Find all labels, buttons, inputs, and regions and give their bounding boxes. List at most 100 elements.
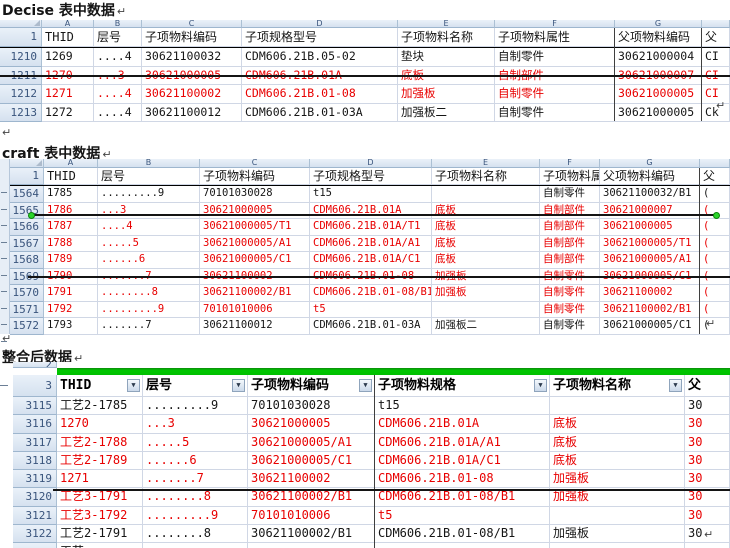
cell[interactable]: 30621000005/T1 — [200, 219, 310, 236]
line-handle-icon[interactable] — [713, 212, 720, 219]
column-letter[interactable]: G — [600, 159, 700, 168]
cell[interactable] — [143, 543, 248, 548]
cell[interactable]: 底板 — [550, 433, 685, 452]
column-header[interactable]: 父项物料编码 — [600, 168, 700, 185]
column-header[interactable]: 子项物料编码 — [142, 28, 242, 47]
row-number[interactable]: 1566 — [10, 219, 44, 236]
cell[interactable]: 底板 — [550, 451, 685, 471]
column-letter[interactable]: D — [310, 159, 432, 168]
column-letter[interactable]: B — [98, 159, 200, 168]
filter-dropdown-icon[interactable]: ▼ — [534, 378, 547, 392]
cell[interactable]: ( — [700, 186, 730, 203]
cell[interactable]: 底板 — [432, 202, 540, 219]
cell[interactable]: CDM606.21B.01-08 — [242, 85, 398, 104]
cell[interactable]: ...3 — [143, 415, 248, 434]
cell[interactable]: 70101030028 — [200, 186, 310, 203]
column-letter[interactable]: D — [242, 20, 398, 28]
column-letter[interactable]: A — [42, 20, 94, 28]
cell[interactable] — [550, 397, 685, 416]
cell[interactable]: 30 — [685, 433, 730, 452]
cell[interactable]: 70101030028 — [248, 397, 375, 416]
cell[interactable]: 1271 — [42, 85, 94, 104]
cell[interactable]: CDM606.21B.01A/C1 — [310, 252, 432, 269]
cell[interactable]: 加强板 — [398, 85, 495, 104]
row-number[interactable]: 1572 — [10, 318, 44, 335]
column-header[interactable]: 子项物料编码 ▼ — [248, 375, 375, 397]
row-number[interactable]: 1569 — [10, 268, 44, 285]
column-header[interactable]: 子项物料编码 — [200, 168, 310, 185]
cell[interactable]: 工艺2-1788 — [57, 433, 143, 452]
column-header[interactable]: 层号 — [94, 28, 142, 47]
select-all-corner[interactable] — [10, 159, 44, 168]
cell[interactable]: 工艺3-1792 — [57, 506, 143, 526]
row-number[interactable]: 3 — [13, 375, 57, 397]
filter-dropdown-icon[interactable]: ▼ — [127, 378, 140, 392]
row-number[interactable]: 1564 — [10, 186, 44, 203]
cell[interactable]: .....5 — [98, 235, 200, 252]
cell[interactable]: ( — [700, 252, 730, 269]
cell[interactable]: 底板 — [432, 219, 540, 236]
cell[interactable]: CDM606.21B.01A/A1 — [375, 433, 550, 452]
cell[interactable]: 工艺2-1791 — [57, 525, 143, 544]
cell[interactable]: 自制零件 — [540, 318, 600, 335]
cell[interactable]: 自制零件 — [540, 285, 600, 302]
cell[interactable]: ....4 — [98, 219, 200, 236]
column-header[interactable]: 子项物料名称 — [432, 168, 540, 185]
cell[interactable] — [550, 543, 685, 548]
column-letter[interactable]: C — [142, 20, 242, 28]
cell[interactable]: 1789 — [44, 252, 98, 269]
row-number[interactable]: 3118 — [13, 451, 57, 471]
cell[interactable]: ........8 — [143, 488, 248, 507]
cell[interactable]: 30621000007 — [600, 202, 700, 219]
cell[interactable]: ....4 — [94, 48, 142, 67]
filter-dropdown-icon[interactable]: ▼ — [232, 378, 245, 392]
cell[interactable]: ....4 — [94, 85, 142, 104]
cell[interactable]: 工艺2-1789 — [57, 451, 143, 471]
cell[interactable]: t15 — [375, 397, 550, 416]
cell[interactable]: .........9 — [98, 186, 200, 203]
cell[interactable]: ( — [700, 285, 730, 302]
cell[interactable]: 自制零件 — [495, 103, 615, 122]
cell[interactable]: 30621000005/A1 — [600, 252, 700, 269]
row-number[interactable]: 3121 — [13, 506, 57, 526]
column-header[interactable]: 层号 ▼ — [143, 375, 248, 397]
cell[interactable]: CDM606.21B.01-03A — [242, 103, 398, 122]
cell[interactable]: 30621000005 — [600, 219, 700, 236]
cell[interactable]: ........8 — [98, 285, 200, 302]
cell[interactable]: 加强板 — [550, 470, 685, 489]
row-number[interactable] — [13, 543, 57, 548]
column-header[interactable]: 父 — [685, 375, 730, 397]
cell[interactable] — [432, 301, 540, 318]
cell[interactable]: 自制零件 — [540, 186, 600, 203]
cell[interactable]: 30621100002 — [142, 85, 242, 104]
cell[interactable]: 自制部件 — [540, 219, 600, 236]
column-letter[interactable]: F — [540, 159, 600, 168]
cell[interactable]: 30621100012 — [142, 103, 242, 122]
column-header[interactable]: 父 — [700, 168, 730, 185]
column-header[interactable]: 子项物料规格 ▼ — [375, 375, 550, 397]
cell[interactable]: ( — [700, 235, 730, 252]
cell[interactable]: CDM606.21B.01-08/B1 — [375, 525, 550, 544]
cell[interactable]: 30621000005/C1 — [200, 252, 310, 269]
cell[interactable]: 30621100002/B1 — [248, 525, 375, 544]
cell[interactable]: 30 — [685, 451, 730, 471]
cell[interactable]: 30621000005 — [248, 415, 375, 434]
column-letter[interactable]: F — [495, 20, 615, 28]
row-number[interactable]: 1565 — [10, 202, 44, 219]
cell[interactable]: 70101010006 — [200, 301, 310, 318]
cell[interactable] — [432, 186, 540, 203]
filter-dropdown-icon[interactable]: ▼ — [359, 378, 372, 392]
cell[interactable]: CDM606.21B.01-08 — [375, 470, 550, 489]
cell[interactable]: .....5 — [143, 433, 248, 452]
cell[interactable]: 30 — [685, 488, 730, 507]
cell[interactable]: CDM606.21B.05-02 — [242, 48, 398, 67]
column-header[interactable]: THID ▼ — [57, 375, 143, 397]
row-number[interactable]: 3119 — [13, 470, 57, 489]
cell[interactable]: 工艺3-1791 — [57, 488, 143, 507]
cell[interactable]: 30621100002/B1 — [248, 488, 375, 507]
cell[interactable]: 工艺2-1785 — [57, 397, 143, 416]
cell[interactable] — [375, 543, 550, 548]
column-header[interactable]: 子项物料名称 ▼ — [550, 375, 685, 397]
column-letter[interactable]: B — [94, 20, 142, 28]
cell[interactable]: 自制部件 — [540, 235, 600, 252]
